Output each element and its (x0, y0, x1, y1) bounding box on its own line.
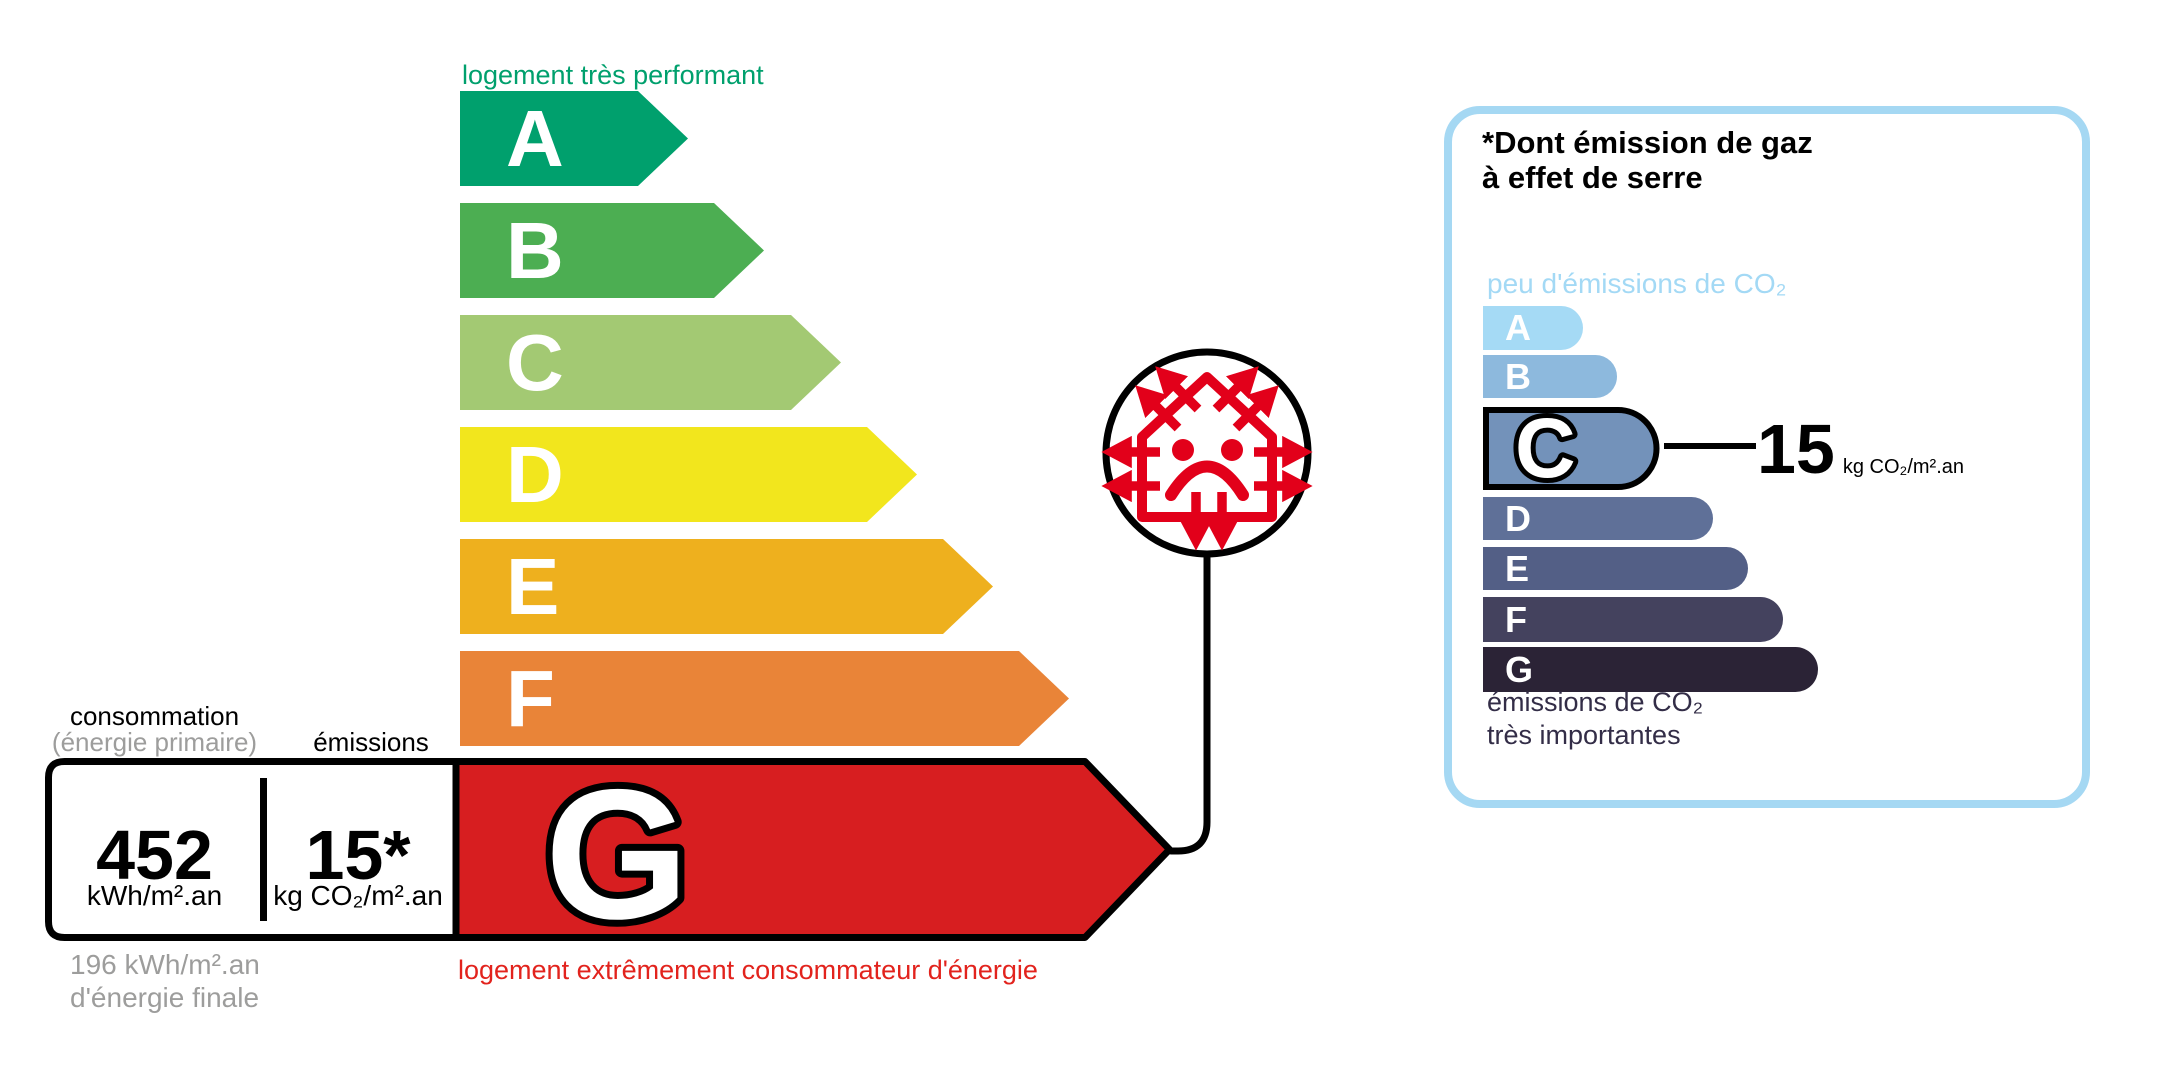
co2-panel (1444, 106, 2090, 808)
co2-title-line2: à effet de serre (1482, 160, 1703, 195)
co2-scale-bottom-label: émissions de CO₂ très importantes (1487, 686, 1703, 752)
co2-title-line1: *Dont émission de gaz (1482, 125, 1813, 160)
energy-scale-bottom-label: logement extrêmement consommateur d'éner… (458, 955, 1038, 985)
co2-class-bar-F: F (1483, 597, 1783, 642)
energy-leak-arrows (1101, 366, 1313, 551)
sad-house-icon (1101, 366, 1313, 551)
co2-current-capsule (1483, 407, 1660, 490)
sad-eyes (1172, 439, 1243, 461)
energy-class-arrow-C: C (460, 315, 841, 410)
co2-current-class-letter: C (1515, 407, 1576, 490)
co2-value-connector-line (1664, 443, 1756, 449)
co2-class-bar-A: A (1483, 306, 1583, 350)
energy-class-arrow-F: F (460, 651, 1069, 746)
co2-bottom-line2: très importantes (1487, 720, 1681, 750)
current-class-letter: G (545, 758, 689, 941)
co2-value-unit: kg CO₂/m².an (1842, 456, 1964, 478)
consumption-subheader: (énergie primaire) (51, 727, 258, 757)
co2-bottom-line1: émissions de CO₂ (1487, 687, 1704, 717)
energy-scale-top-label: logement très performant (462, 60, 764, 90)
sad-mouth (1165, 460, 1249, 501)
badge-circle (1102, 348, 1312, 558)
final-energy-line1: 196 kWh/m².an (70, 949, 260, 980)
energy-class-arrow-D: D (460, 427, 917, 522)
co2-class-bar-D: D (1483, 497, 1713, 540)
emissions-value: 15* (305, 816, 411, 894)
co2-panel-title: *Dont émission de gaz à effet de serre (1482, 125, 1813, 195)
final-energy-line2: d'énergie finale (70, 982, 260, 1013)
co2-class-bar-B: B (1483, 355, 1617, 398)
energy-class-arrow-E: E (460, 539, 993, 634)
energy-class-arrow-B: B (460, 203, 764, 298)
co2-scale-top-label: peu d'émissions de CO₂ (1487, 268, 1787, 299)
co2-class-bar-E: E (1483, 547, 1748, 590)
energy-class-arrow-A: A (460, 91, 688, 186)
consumption-header: consommation (69, 701, 240, 731)
co2-value: 15 (1757, 410, 1835, 488)
consumption-unit: kWh/m².an (86, 880, 223, 911)
co2-class-bar-C-current: C (1483, 407, 1660, 490)
co2-class-bar-G: G (1483, 647, 1818, 692)
consumption-value: 452 (96, 816, 213, 894)
emissions-unit: kg CO₂/m².an (273, 880, 443, 911)
co2-value-row: 15 kg CO₂/m².an (1757, 414, 1964, 484)
result-box-outline (45, 758, 460, 941)
energy-class-arrow-G: G (45, 758, 1173, 941)
final-energy-note: 196 kWh/m².an d'énergie finale (70, 948, 260, 1014)
badge-connector-line (1167, 552, 1211, 855)
emissions-header: émissions (313, 727, 429, 757)
